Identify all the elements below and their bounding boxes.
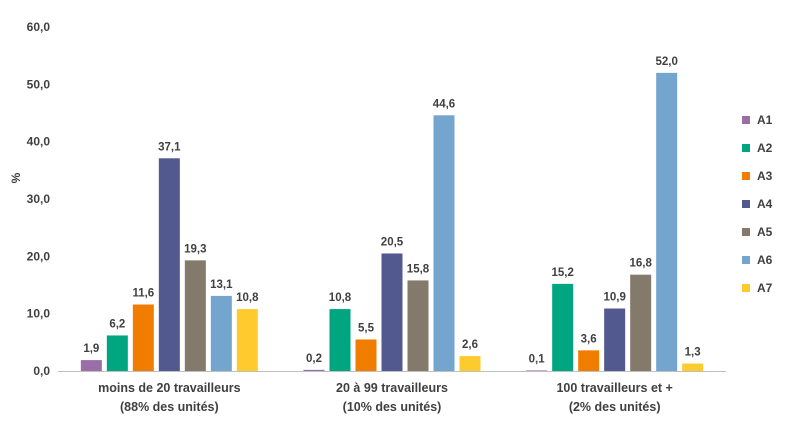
bar xyxy=(459,356,481,371)
data-label: 37,1 xyxy=(158,141,181,153)
data-label: 0,1 xyxy=(529,353,546,365)
legend-label: A1 xyxy=(757,113,773,127)
bar xyxy=(552,283,574,371)
data-label: 20,5 xyxy=(381,236,404,248)
data-label: 1,9 xyxy=(83,343,99,355)
data-label: 3,6 xyxy=(581,333,597,345)
x-axis: moins de 20 travailleurs (88% des unités)… xyxy=(58,371,726,414)
x-tick-label: (2% des unités) xyxy=(569,400,661,414)
data-label: 13,1 xyxy=(210,279,233,291)
bar xyxy=(329,309,351,371)
legend-item: A2 xyxy=(742,141,773,155)
legend-label: A5 xyxy=(757,225,773,239)
y-tick-label: 10,0 xyxy=(27,307,51,321)
y-tick-label: 0,0 xyxy=(33,364,50,378)
x-tick-label: (10% des unités) xyxy=(343,400,442,414)
bar xyxy=(433,115,455,371)
legend-swatch xyxy=(742,144,750,152)
plot-area: 1,96,211,637,119,313,110,80,210,85,520,5… xyxy=(80,56,704,372)
y-axis: 0,0 10,0 20,0 30,0 40,0 50,0 60,0 xyxy=(27,20,51,378)
y-tick-label: 60,0 xyxy=(27,20,51,34)
bar xyxy=(656,72,678,371)
legend-swatch xyxy=(742,284,750,292)
y-tick-label: 50,0 xyxy=(27,77,51,91)
data-label: 10,8 xyxy=(329,292,352,304)
bar xyxy=(80,360,102,371)
data-label: 11,6 xyxy=(132,287,154,299)
bar xyxy=(381,253,403,371)
legend-label: A7 xyxy=(757,281,773,295)
bar-group: 0,2 10,8 5,5 20,5 15,8 44,6 2,6 xyxy=(303,98,481,371)
data-label: 16,8 xyxy=(629,258,652,270)
legend-label: A2 xyxy=(757,141,773,155)
legend-swatch xyxy=(742,116,750,124)
legend-item: A7 xyxy=(742,281,773,295)
bar xyxy=(630,274,652,371)
y-tick-label: 40,0 xyxy=(27,135,51,149)
legend-swatch xyxy=(742,200,750,208)
legend-swatch xyxy=(742,172,750,180)
bar-group: 0,1 15,2 3,6 10,9 16,8 52,0 1,3 xyxy=(526,56,704,372)
legend-item: A4 xyxy=(742,197,773,211)
legend-item: A3 xyxy=(742,169,773,183)
legend-label: A4 xyxy=(757,197,773,211)
bar xyxy=(210,295,232,371)
bar xyxy=(578,350,600,371)
data-label: 15,2 xyxy=(551,267,573,279)
data-label: 15,8 xyxy=(407,263,430,275)
data-label: 52,0 xyxy=(655,56,677,68)
bar xyxy=(526,370,548,372)
bar xyxy=(407,280,429,371)
y-tick-label: 30,0 xyxy=(27,192,51,206)
data-label: 6,2 xyxy=(109,318,125,330)
bar xyxy=(184,260,206,371)
legend: A1 A2 A3 A4 A5 A6 A7 xyxy=(742,113,773,295)
legend-item: A5 xyxy=(742,225,773,239)
bar xyxy=(604,308,626,371)
x-tick-label: 100 travailleurs et + xyxy=(556,381,672,395)
bar xyxy=(158,158,180,371)
legend-label: A6 xyxy=(757,253,773,267)
bar xyxy=(236,309,258,371)
legend-item: A1 xyxy=(742,113,773,127)
legend-item: A6 xyxy=(742,253,773,267)
bar xyxy=(682,363,704,371)
x-tick-label: (88% des unités) xyxy=(120,400,219,414)
data-label: 5,5 xyxy=(358,322,375,334)
bar xyxy=(132,304,154,371)
legend-swatch xyxy=(742,228,750,236)
data-label: 44,6 xyxy=(433,98,455,110)
x-tick-label: moins de 20 travailleurs xyxy=(98,381,240,395)
data-label: 19,3 xyxy=(184,243,206,255)
data-label: 2,6 xyxy=(462,339,478,351)
bar xyxy=(303,369,325,371)
y-axis-label: % xyxy=(9,172,23,183)
x-tick-label: 20 à 99 travailleurs xyxy=(336,381,448,395)
data-label: 0,2 xyxy=(306,353,322,365)
legend-label: A3 xyxy=(757,169,773,183)
data-label: 1,3 xyxy=(685,347,701,359)
y-tick-label: 20,0 xyxy=(27,249,51,263)
data-label: 10,8 xyxy=(236,292,259,304)
bar xyxy=(355,339,377,371)
bar-group: 1,9 6,2 11,6 37,1 19,3 13,110,8 xyxy=(80,141,259,371)
data-label: 10,9 xyxy=(603,292,625,304)
bar xyxy=(106,335,128,371)
legend-swatch xyxy=(742,256,750,264)
